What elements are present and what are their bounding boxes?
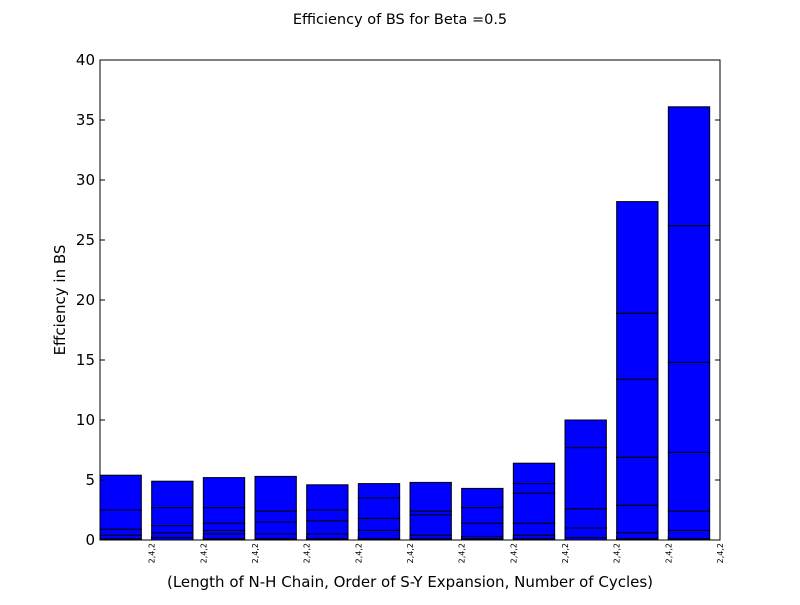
bar-segment [202, 529, 246, 535]
bar-stack [564, 419, 607, 541]
plot-frame [99, 59, 721, 541]
bar-segment [99, 509, 142, 530]
bar-segment [306, 484, 349, 511]
bar-segment [512, 462, 556, 485]
bar-segment [409, 510, 452, 516]
bar-segment [564, 508, 607, 529]
bar-segment [461, 487, 504, 509]
bar-stack [357, 483, 401, 541]
bar-segment [564, 419, 607, 449]
bar-segment [357, 529, 401, 540]
bar-segment [99, 474, 142, 511]
x-tick-label: 2,4,2 [664, 543, 673, 563]
bar-stack [616, 201, 659, 541]
bar-stack [202, 477, 246, 541]
bar-segment [151, 480, 194, 509]
x-tick-label: 2,4,2 [148, 543, 157, 563]
bar-stack [512, 462, 556, 541]
bar-segment [151, 507, 194, 527]
bar-segment [409, 481, 452, 512]
bar-segment [151, 525, 194, 534]
bar-stack [667, 106, 711, 541]
bar-stack [151, 480, 194, 541]
bar-segment [254, 510, 297, 523]
bar-segment [306, 520, 349, 535]
bar-segment [461, 507, 504, 524]
x-tick-label: 2,4,2 [251, 543, 260, 563]
y-tick-label: 35 [76, 111, 95, 129]
bar-segment [616, 312, 659, 380]
y-tick-label: 30 [76, 171, 95, 189]
x-tick-label: 2,4,2 [354, 543, 363, 563]
bar-segment [512, 534, 556, 540]
y-tick-label: 25 [76, 231, 95, 249]
bar-segment [564, 527, 607, 539]
bar-segment [564, 447, 607, 510]
bar-segment [667, 225, 711, 363]
x-tick-label: 2,4,2 [509, 543, 518, 563]
bar-segment [306, 533, 349, 540]
x-tick-label: 2,4,2 [199, 543, 208, 563]
x-tick-label: 2,4,2 [716, 543, 725, 563]
bar-segment [616, 378, 659, 458]
bar-segment [409, 534, 452, 540]
bar-stack [99, 474, 142, 541]
y-tick-label: 5 [85, 471, 95, 489]
x-tick-label: 2,4,2 [406, 543, 415, 563]
bar-segment [357, 517, 401, 531]
y-tick-label: 15 [76, 351, 95, 369]
x-tick-label: 2,4,2 [613, 543, 622, 563]
bar-segment [254, 533, 297, 540]
bar-segment [202, 522, 246, 531]
bar-segment [357, 483, 401, 499]
bar-stack [461, 487, 504, 541]
bar-segment [667, 529, 711, 540]
bar-segment [667, 510, 711, 531]
bar-stack [254, 475, 297, 541]
bar-segment [667, 361, 711, 453]
bar-segment [667, 451, 711, 512]
bar-segment [254, 475, 297, 512]
bar-segment [616, 532, 659, 540]
bar-segment [202, 533, 246, 540]
bar-segment [357, 497, 401, 519]
bar-segment [616, 201, 659, 314]
x-tick-label: 2,4,2 [303, 543, 312, 563]
bar-segment [461, 522, 504, 537]
bar-segment [99, 534, 142, 540]
y-tick-label: 20 [76, 291, 95, 309]
bar-segment [151, 532, 194, 539]
y-tick-label: 10 [76, 411, 95, 429]
bar-stack [409, 481, 452, 541]
bar-segment [512, 492, 556, 524]
bar-segment [202, 477, 246, 509]
bar-segment [254, 521, 297, 535]
chart-title: Efficiency of BS for Beta =0.5 [293, 12, 507, 28]
bar-segment [306, 509, 349, 522]
y-tick-label: 0 [85, 531, 95, 549]
bar-segment [616, 456, 659, 506]
x-tick-label: 2,4,2 [561, 543, 570, 563]
bar-segment [616, 504, 659, 534]
ticks-group: 2,4,2 2,4,2 2,4,2 2,4,2 2,4,2 2,4,2 2,4,2 2,4,2… [76, 51, 725, 563]
bar-segment [512, 522, 556, 536]
bar-segment [409, 514, 452, 536]
y-tick-label: 40 [76, 51, 95, 69]
x-tick-label: 2,4,2 [458, 543, 467, 563]
y-axis-label: Effciency in BS [51, 245, 69, 356]
bar-stack [306, 484, 349, 541]
bar-segment [99, 528, 142, 536]
bar-segment [667, 106, 711, 227]
x-axis-label: (Length of N-H Chain, Order of S-Y Expan… [167, 573, 653, 591]
bars-group [99, 106, 711, 541]
bar-segment [512, 483, 556, 494]
bar-segment [202, 507, 246, 524]
